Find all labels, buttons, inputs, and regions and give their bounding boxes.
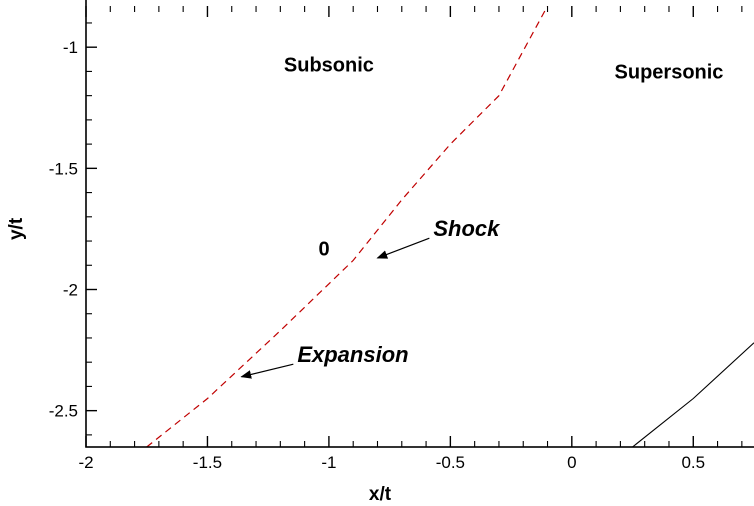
x-tick-label: -2	[78, 453, 93, 472]
x-tick-label: 0.5	[681, 453, 705, 472]
sonic-line	[146, 6, 549, 447]
annotation-shock: Shock	[433, 216, 501, 241]
y-tick-label: -2.5	[49, 402, 78, 421]
contour-value-label: 0	[318, 239, 329, 261]
plot-frame	[85, 0, 754, 448]
y-tick-label: -1	[63, 38, 78, 57]
annotation-shock-arrow	[376, 237, 430, 259]
supersonic-contour-line	[632, 342, 754, 447]
x-axis: -2 -1.5 -1 -0.5 0 0.5	[78, 6, 743, 472]
x-tick-label: 0	[567, 453, 576, 472]
annotation-expansion-arrow	[240, 363, 294, 379]
annotation-expansion: Expansion	[297, 342, 408, 367]
region-label-subsonic: Subsonic	[284, 54, 374, 76]
x-tick-label: -1.5	[193, 453, 222, 472]
y-tick-label: -1.5	[49, 159, 78, 178]
y-axis-label: y/t	[6, 217, 27, 240]
x-tick-label: -1	[321, 453, 336, 472]
y-axis: -1 -1.5 -2 -2.5	[49, 22, 97, 436]
x-axis-label: x/t	[369, 484, 392, 505]
y-tick-label: -2	[63, 281, 78, 300]
x-tick-label: -0.5	[436, 453, 465, 472]
region-label-supersonic: Supersonic	[615, 62, 724, 84]
